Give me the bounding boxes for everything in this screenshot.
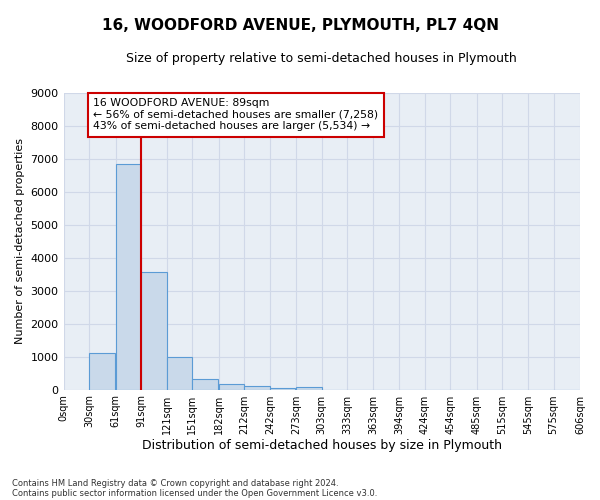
Text: Contains HM Land Registry data © Crown copyright and database right 2024.: Contains HM Land Registry data © Crown c… bbox=[12, 478, 338, 488]
Y-axis label: Number of semi-detached properties: Number of semi-detached properties bbox=[15, 138, 25, 344]
Bar bbox=[244, 386, 270, 390]
Bar bbox=[167, 358, 192, 390]
Bar bbox=[192, 378, 218, 390]
Bar bbox=[116, 164, 141, 390]
Text: Contains public sector information licensed under the Open Government Licence v3: Contains public sector information licen… bbox=[12, 488, 377, 498]
Text: 16, WOODFORD AVENUE, PLYMOUTH, PL7 4QN: 16, WOODFORD AVENUE, PLYMOUTH, PL7 4QN bbox=[101, 18, 499, 32]
Text: 16 WOODFORD AVENUE: 89sqm
← 56% of semi-detached houses are smaller (7,258)
43% : 16 WOODFORD AVENUE: 89sqm ← 56% of semi-… bbox=[94, 98, 379, 131]
Bar bbox=[141, 272, 167, 390]
X-axis label: Distribution of semi-detached houses by size in Plymouth: Distribution of semi-detached houses by … bbox=[142, 440, 502, 452]
Title: Size of property relative to semi-detached houses in Plymouth: Size of property relative to semi-detach… bbox=[127, 52, 517, 66]
Bar bbox=[218, 384, 244, 390]
Bar bbox=[270, 388, 295, 390]
Bar bbox=[89, 354, 115, 390]
Bar bbox=[296, 387, 322, 390]
